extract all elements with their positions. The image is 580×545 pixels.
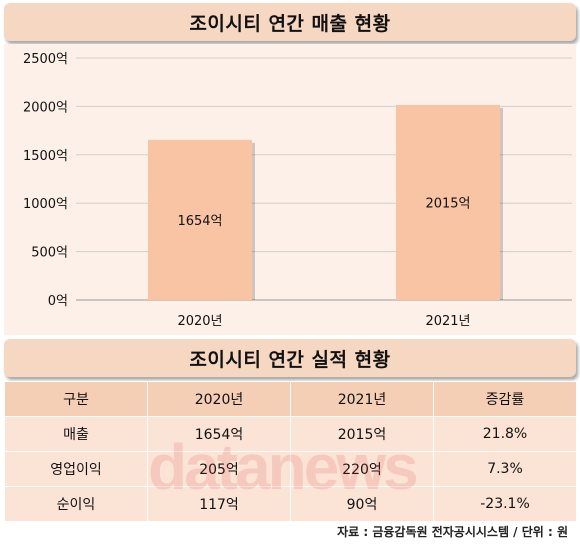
bar — [396, 104, 500, 300]
bar — [148, 139, 252, 300]
cell-2020: 1654억 — [147, 416, 291, 452]
cell-change-rate: 7.3% — [433, 451, 577, 487]
cell-2021: 220억 — [290, 451, 434, 487]
y-tick-label: 1000억 — [23, 197, 68, 212]
cell-2020: 205억 — [147, 451, 291, 487]
bar-chart: 0억 500억 1000억 1500억 2000억 2500억 1654억 2020년 2015… — [23, 52, 572, 329]
x-tick-label: 2021년 — [425, 314, 470, 329]
source-note: 자료 : 금융감독원 전자공시시스템 / 단위 : 원 — [337, 525, 568, 539]
bar-value-label: 2015억 — [425, 196, 470, 211]
chart-panel: 0억 500억 1000억 1500억 2000억 2500억 1654억 2020년 2015… — [4, 44, 576, 335]
y-tick-label: 0억 — [48, 294, 68, 309]
performance-table: 구분 2020년 2021년 증감률 매출 1654억 2015억 21.8% … — [4, 381, 577, 522]
header-2020: 2020년 — [147, 381, 291, 417]
x-tick-label: 2020년 — [177, 314, 222, 329]
header-2021: 2021년 — [290, 381, 434, 417]
cell-2021: 90억 — [290, 486, 434, 522]
row-label: 영업이익 — [4, 451, 148, 487]
header-category: 구분 — [4, 381, 148, 417]
table-row: 영업이익 205억 220억 7.3% — [4, 451, 577, 487]
chart-title: 조이시티 연간 매출 현황 — [4, 3, 576, 41]
table-row: 순이익 117억 90억 -23.1% — [4, 486, 577, 522]
y-tick-label: 2500억 — [23, 52, 68, 67]
bar-value-label: 1654억 — [177, 214, 222, 229]
cell-change-rate: -23.1% — [433, 486, 577, 522]
header-change-rate: 증감률 — [433, 381, 577, 417]
row-label: 매출 — [4, 416, 148, 452]
cell-2021: 2015억 — [290, 416, 434, 452]
row-label: 순이익 — [4, 486, 148, 522]
table-row: 매출 1654억 2015억 21.8% — [4, 416, 577, 452]
y-tick-label: 500억 — [31, 246, 68, 261]
cell-change-rate: 21.8% — [433, 416, 577, 452]
table-title: 조이시티 연간 실적 현황 — [4, 339, 576, 377]
table-header-row: 구분 2020년 2021년 증감률 — [4, 381, 577, 417]
cell-2020: 117억 — [147, 486, 291, 522]
y-tick-label: 2000억 — [23, 100, 68, 115]
y-tick-label: 1500억 — [23, 149, 68, 164]
